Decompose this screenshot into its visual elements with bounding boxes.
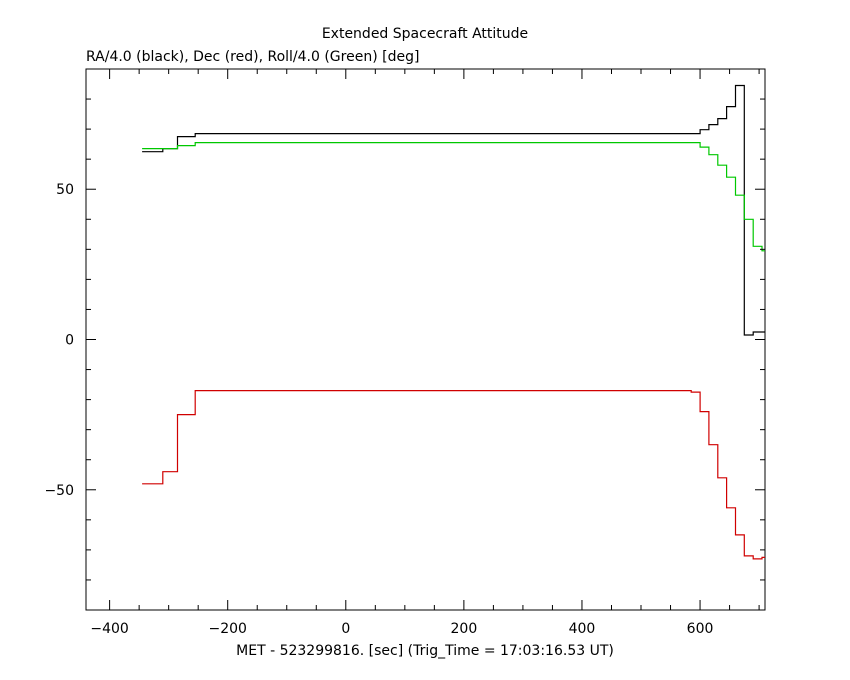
series-line-0 [142,84,765,336]
chart-subtitle: RA/4.0 (black), Dec (red), Roll/4.0 (Gre… [86,49,419,65]
y-tick-label: 0 [65,333,74,349]
x-tick-label: 600 [687,621,714,637]
x-tick-label: 0 [341,621,350,637]
x-tick-label: 400 [569,621,596,637]
y-tick-label: 50 [56,182,74,198]
x-tick-label: 200 [451,621,478,637]
x-axis-label: MET - 523299816. [sec] (Trig_Time = 17:0… [236,643,614,659]
chart-title: Extended Spacecraft Attitude [322,26,528,42]
x-tick-label: −400 [90,621,128,637]
series-layer [142,84,765,560]
series-line-2 [142,142,765,252]
tick-labels: −400 −200 0 200 400 600 −50 0 50 [44,182,713,637]
x-tick-label: −200 [208,621,246,637]
plot-area [85,68,766,611]
ticks-layer [86,68,765,611]
series-line-1 [142,390,765,560]
y-tick-label: −50 [44,483,74,499]
plot-frame [85,68,766,611]
